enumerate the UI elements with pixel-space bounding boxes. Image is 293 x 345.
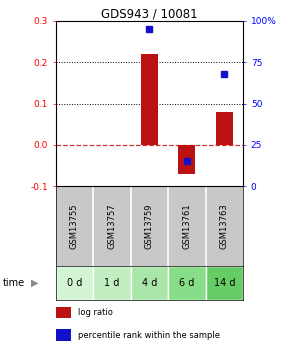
Bar (216, 112, 233, 145)
Text: GSM13763: GSM13763 (220, 203, 229, 249)
Bar (168, 266, 206, 300)
Text: 0 d: 0 d (67, 278, 82, 288)
Bar (93, 266, 131, 300)
Bar (131, 266, 168, 300)
Bar (56, 266, 93, 300)
Bar (178, 145, 195, 174)
Text: 4 d: 4 d (142, 278, 157, 288)
Bar (56, 329, 71, 341)
Bar (141, 54, 158, 145)
Text: GSM13761: GSM13761 (183, 203, 191, 249)
Text: time: time (3, 278, 25, 288)
Text: 14 d: 14 d (214, 278, 235, 288)
Text: GSM13759: GSM13759 (145, 203, 154, 249)
Bar (56, 307, 71, 318)
Text: ▶: ▶ (31, 278, 38, 288)
Bar (206, 266, 243, 300)
Text: percentile rank within the sample: percentile rank within the sample (78, 331, 220, 339)
Text: GSM13757: GSM13757 (108, 203, 116, 249)
Text: log ratio: log ratio (78, 308, 113, 317)
Text: 6 d: 6 d (179, 278, 195, 288)
Text: 1 d: 1 d (104, 278, 120, 288)
Title: GDS943 / 10081: GDS943 / 10081 (101, 8, 198, 21)
Text: GSM13755: GSM13755 (70, 203, 79, 249)
